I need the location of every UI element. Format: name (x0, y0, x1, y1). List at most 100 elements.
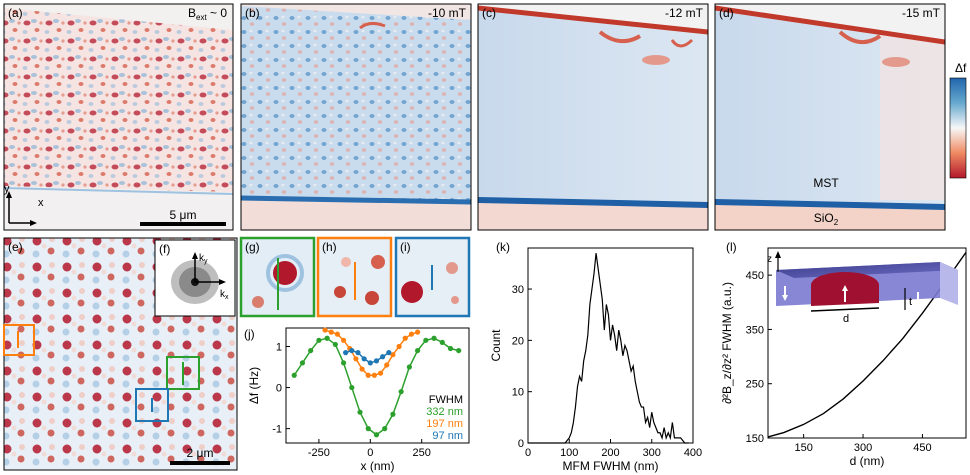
chart-l: 150 300 450 150 250 350 450 d (nm) ∂²B_z/∂z² FWH… (720, 247, 967, 468)
data-point (340, 360, 347, 366)
panel-e-label: (e) (8, 240, 23, 254)
chart-j-ytick-label: -1 (272, 424, 282, 436)
chart-k-ytick-label: 0 (518, 438, 524, 450)
panel-j-label: (j) (244, 327, 255, 341)
panel-b-field: -10 mT (428, 6, 467, 20)
data-point (456, 347, 462, 354)
panel-h (316, 236, 393, 318)
chart-l-ytick-label: 150 (746, 433, 764, 445)
data-point (316, 337, 322, 343)
chart-j-xtick-label: 250 (413, 447, 431, 459)
chart-l-frame (767, 247, 967, 439)
panel-i (394, 236, 471, 318)
chart-j-legend-title: FWHM (429, 394, 463, 406)
chart-j-ytick-label: 0 (276, 383, 282, 395)
panel-f: ky kx (154, 239, 236, 317)
panel-c-label: (c) (482, 6, 496, 20)
mst-label: MST (813, 176, 839, 190)
data-point (361, 356, 367, 362)
data-point (349, 384, 355, 391)
chart-j-xtick-label: 0 (367, 447, 373, 459)
chart-k-ylabel: Count (489, 329, 503, 362)
data-point (340, 337, 347, 343)
schematic-t: t (909, 296, 912, 308)
chart-l-xtick-label: 450 (913, 442, 931, 454)
panel-a-film-edge (4, 187, 233, 195)
chart-l-xlabel: d (nm) (850, 454, 885, 468)
panel-b-image (241, 4, 471, 230)
chart-k-xtick-label: 400 (684, 447, 702, 459)
roi-green (166, 356, 200, 390)
chart-l-xtick-label: 150 (794, 442, 812, 454)
chart-k-xtick-label: 0 (525, 447, 531, 459)
chart-k-xtick-label: 300 (643, 447, 661, 459)
chart-j-xlabel: x (nm) (361, 459, 395, 473)
chart-l-ylabel: ∂²B_z/∂z² FWHM (a.u.) (720, 282, 734, 404)
data-point (324, 335, 330, 341)
panel-g (239, 236, 316, 318)
schematic-d: d (843, 313, 849, 325)
panel-d (715, 4, 945, 230)
panel-a (4, 4, 233, 230)
chart-k: 0 100 200 300 400 0 10 20 30 MFM FWHM (nm) Count (489, 247, 702, 473)
data-point (384, 362, 390, 368)
panel-c-image (478, 4, 708, 230)
panel-d-label: (d) (719, 6, 734, 20)
data-point (377, 370, 384, 376)
chart-k-xlabel: MFM FWHM (nm) (563, 459, 659, 473)
data-point (355, 350, 361, 356)
data-point (402, 335, 408, 341)
data-point (373, 432, 380, 438)
data-point (328, 329, 334, 335)
chart-k-ytick-label: 30 (512, 284, 524, 296)
data-point (367, 360, 373, 366)
chart-j-ytick-label: 1 (276, 341, 282, 353)
chart-k-xtick-label: 200 (601, 447, 619, 459)
chart-j-legend-entry: 197 nm (426, 418, 463, 430)
chart-l-ytick-label: 350 (746, 324, 764, 336)
data-point (343, 350, 349, 356)
data-point (423, 337, 429, 343)
data-point (359, 366, 365, 372)
panel-a-substrate (4, 186, 233, 230)
roi-orange (3, 324, 35, 356)
panel-h-label: (h) (322, 240, 337, 254)
panel-l-label: (l) (726, 240, 737, 254)
data-point (382, 426, 388, 432)
panel-a-top-edge (4, 4, 233, 30)
colorbar (949, 77, 967, 179)
chart-l-xtick-label: 300 (854, 442, 872, 454)
panel-a-scalebar-label: 5 μm (170, 208, 197, 222)
data-point (380, 354, 386, 360)
data-point (398, 389, 404, 395)
panel-c (478, 4, 708, 230)
ky-label: ky (199, 253, 208, 265)
data-point (365, 372, 371, 378)
data-point (371, 372, 378, 378)
fwhm-curve (767, 251, 967, 438)
data-point (414, 347, 421, 354)
chart-l-ytick-label: 250 (746, 379, 764, 391)
data-point (390, 411, 396, 417)
data-point (357, 409, 363, 415)
roi-blue (135, 388, 169, 422)
panel-f-label: (f) (159, 242, 170, 256)
data-point (386, 350, 392, 356)
chart-j-legend-entry: 332 nm (426, 406, 463, 418)
panel-e-scalebar-label: 2 μm (187, 446, 214, 460)
series-line-197-nm (324, 329, 418, 376)
axis-x-label: x (38, 197, 44, 209)
panel-b (241, 4, 471, 230)
panel-a-frame (3, 3, 234, 231)
sio2-label: SiO2 (814, 211, 839, 227)
histogram-line (528, 253, 689, 444)
axis-y-label: y (4, 183, 10, 195)
panel-i-label: (i) (400, 240, 411, 254)
data-point (414, 329, 421, 335)
data-point (308, 347, 314, 354)
chart-j-frame (285, 327, 470, 444)
panel-d-field: -15 mT (902, 6, 941, 20)
data-point (447, 345, 454, 352)
data-point (334, 331, 341, 337)
